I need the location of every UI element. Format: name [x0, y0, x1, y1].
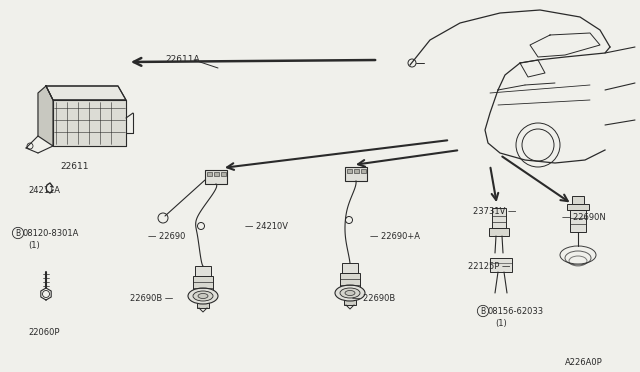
Bar [195, 266, 211, 276]
Text: — 22690N: — 22690N [562, 213, 605, 222]
Text: 22060P: 22060P [28, 328, 60, 337]
Ellipse shape [188, 288, 218, 304]
Text: (1): (1) [28, 241, 40, 250]
Bar [345, 167, 367, 181]
Bar [490, 258, 512, 272]
Ellipse shape [198, 294, 208, 298]
Bar [492, 208, 506, 228]
Bar [340, 273, 360, 291]
Text: — 22690B: — 22690B [352, 294, 396, 303]
Bar [489, 228, 509, 236]
Bar [214, 172, 219, 176]
Bar [207, 172, 212, 176]
Bar [361, 169, 366, 173]
Polygon shape [46, 86, 126, 100]
Bar [567, 204, 589, 210]
Ellipse shape [193, 291, 213, 301]
Text: — 24210V: — 24210V [245, 222, 288, 231]
Bar [347, 169, 352, 173]
Text: 22611A: 22611A [165, 55, 200, 64]
Text: 23731V —: 23731V — [473, 207, 516, 216]
Bar [570, 210, 586, 232]
Bar [221, 172, 226, 176]
Text: 22125P —: 22125P — [468, 262, 510, 271]
Text: 24211A: 24211A [28, 186, 60, 195]
Text: 08156-62033: 08156-62033 [488, 307, 544, 316]
Polygon shape [53, 100, 126, 146]
Ellipse shape [345, 291, 355, 295]
Text: — 22690: — 22690 [148, 232, 186, 241]
Bar [193, 276, 213, 294]
Bar [572, 196, 584, 204]
Text: A226A0P: A226A0P [565, 358, 603, 367]
Text: 08120-8301A: 08120-8301A [22, 229, 78, 238]
Bar [205, 170, 227, 184]
Ellipse shape [335, 285, 365, 301]
Text: 22611: 22611 [60, 162, 88, 171]
Bar [354, 169, 359, 173]
Text: — 22690+A: — 22690+A [370, 232, 420, 241]
Ellipse shape [340, 288, 360, 298]
Bar [197, 294, 209, 308]
Text: (1): (1) [495, 319, 507, 328]
Text: B: B [15, 228, 20, 237]
Text: B: B [481, 307, 486, 315]
Bar [344, 291, 356, 305]
Bar [342, 263, 358, 273]
Polygon shape [38, 86, 53, 146]
Text: 22690B —: 22690B — [130, 294, 173, 303]
